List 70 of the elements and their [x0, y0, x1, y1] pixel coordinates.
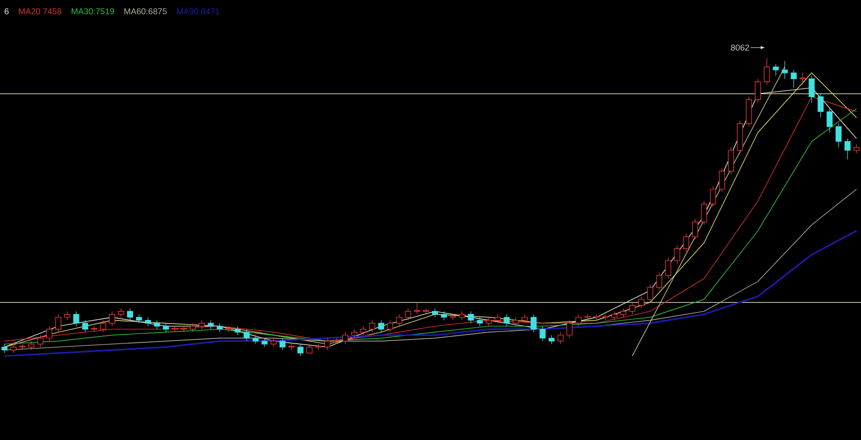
candlestick [109, 310, 116, 326]
candlestick [566, 320, 573, 338]
candlestick [450, 314, 456, 321]
candlestick [432, 308, 438, 318]
candlestick [790, 70, 797, 88]
candlestick [405, 308, 412, 321]
candlestick [378, 320, 384, 332]
candlestick [719, 168, 725, 192]
text: MA20 7458 [19, 8, 62, 14]
candlestick [100, 320, 106, 332]
candlestick [826, 108, 833, 133]
candlestick [342, 332, 348, 344]
candlestick [324, 338, 330, 350]
candlestick [540, 326, 546, 342]
candlestick [46, 326, 52, 342]
candlestick [656, 272, 662, 291]
candlestick [772, 64, 779, 76]
candlestick [710, 186, 716, 208]
candlestick [280, 338, 286, 350]
candlestick [127, 308, 134, 321]
candlestick [154, 320, 160, 330]
candlestick [746, 96, 752, 127]
candlestick [584, 314, 590, 321]
text: 8062 [731, 44, 750, 51]
candlestick [504, 314, 510, 326]
candlestick [808, 76, 815, 103]
candlestick [836, 123, 842, 148]
candlestick [1, 344, 8, 354]
candlestick [297, 344, 304, 356]
candlestick [754, 78, 761, 103]
candlestick [629, 302, 636, 315]
candlestick [162, 322, 169, 332]
candlestick [782, 60, 788, 80]
text: MA90:6471 [177, 8, 220, 14]
candlestick [55, 314, 62, 332]
candlestick [692, 218, 698, 240]
candlestick [558, 332, 564, 344]
candlestick [701, 200, 708, 226]
candlestick [414, 302, 420, 315]
text: MA60:6875 [124, 8, 167, 14]
candlestick [844, 138, 851, 160]
candlestick [468, 310, 474, 324]
candlestick [638, 296, 644, 309]
candlestick [396, 314, 402, 326]
candlestick [576, 314, 582, 326]
candlestick [728, 147, 734, 175]
candlestick [818, 93, 824, 118]
text: MA30:7519 [72, 8, 114, 14]
candlestick [10, 344, 16, 354]
candlestick [369, 320, 376, 332]
candlestick [82, 320, 88, 332]
candlestick [674, 245, 680, 264]
text: 6 [4, 8, 9, 14]
candlestick [37, 334, 44, 348]
candlestick [530, 314, 537, 332]
candlestick [593, 314, 600, 321]
candlestick [136, 314, 142, 324]
candlestick [288, 344, 294, 350]
candlestick [270, 338, 277, 348]
candlestick [440, 310, 447, 321]
candlestick [387, 320, 394, 332]
candlestick [764, 58, 770, 86]
candlestick [665, 257, 672, 279]
candlestick [244, 328, 250, 342]
candlestick [144, 316, 151, 326]
candlestick [683, 234, 690, 252]
candlestick [800, 72, 806, 86]
candlestick [73, 310, 80, 326]
candlestick [423, 308, 430, 315]
candlestick [647, 284, 654, 303]
